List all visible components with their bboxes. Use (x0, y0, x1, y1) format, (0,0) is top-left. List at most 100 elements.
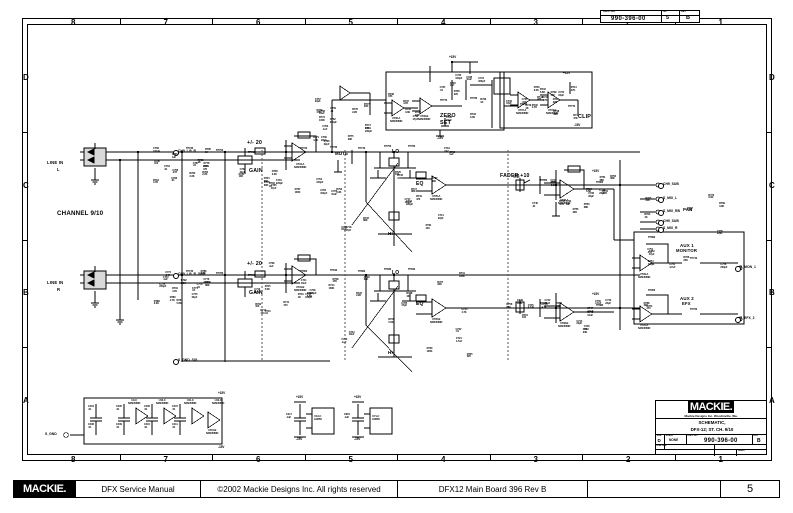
resistor-designator: R770 3.3K (708, 193, 715, 200)
resistor-designator: R721 100 (425, 224, 432, 231)
zone-tick (582, 18, 583, 24)
capacitor-designator: C776 47pF (203, 278, 210, 284)
capacitor-designator: C713.01 (264, 309, 271, 316)
zone-tick (767, 131, 772, 133)
section-label: ZERO (440, 113, 456, 119)
resistor-designator: R780 100 (154, 159, 160, 166)
capacitor-designator: C701 220pF (275, 179, 283, 186)
zone-tick (212, 18, 213, 24)
test-point-label: TP770 (440, 99, 448, 102)
section-label: LO (392, 270, 400, 276)
capacitor-designator: C764.01 (164, 165, 170, 171)
opamp-designator: U706-A NJM4580D (390, 117, 403, 123)
rail-device-designator: U13-C LM358 (314, 415, 322, 421)
capacitor-designator: C754 100pF (647, 260, 655, 266)
capacitor-designator: C774.047 (165, 271, 171, 278)
title-block: MACKIE. Mackie Designs Inc. Woodinville,… (655, 400, 767, 456)
section-label: AUX 2 (680, 296, 694, 301)
resistor-designator: R750 68K (583, 203, 590, 209)
bypass-buffer-designator: U11-C NJM4580D (184, 399, 197, 405)
zone-column-3: 3 (533, 455, 538, 464)
resistor-designator: R739 470 (550, 91, 557, 98)
capacitor-designator: C762 220pF (329, 118, 337, 124)
bypass-cap-designator: C406.01 (144, 405, 150, 411)
resistor-designator: R755 22K (572, 208, 579, 214)
resistor-designator: R736 1K (480, 97, 487, 104)
capacitor-designator: C730 100pF (455, 73, 463, 80)
mackie-tagline: Mackie Designs Inc. Woodinville, Wa. (684, 414, 738, 418)
resistor-designator: R756 68K (610, 174, 616, 181)
capacitor-designator: C733 47pF (506, 99, 512, 106)
net-label-right: CH9_SUB (663, 182, 679, 186)
zone-tick (119, 18, 121, 24)
capacitor-designator: C751.047 (647, 248, 654, 254)
resistor-designator: R754 4.7K (602, 189, 608, 196)
drawing-frame-inner (27, 24, 767, 455)
resistor-designator: R716 68K (363, 216, 369, 223)
test-point-label: TP890 (648, 236, 656, 239)
field-value-dwgno: 990-396-00 (704, 437, 738, 444)
net-connector-dot (658, 227, 664, 233)
resistor-designator: R741 470 (537, 95, 543, 102)
test-point-label: TP710 (248, 151, 256, 154)
capacitor-designator: C710 4.7uF (254, 288, 261, 294)
capacitor-designator: C714 22pF (437, 214, 444, 220)
zone-tick (489, 455, 491, 461)
zone-tick (397, 455, 398, 461)
resistor-designator: R791 4.7K (172, 287, 178, 293)
section-label: R (57, 287, 61, 292)
zone-tick (397, 18, 398, 24)
mackie-wordmark: MACKIE. (687, 401, 735, 413)
field-label-size: SIZE (656, 435, 662, 437)
rail-cap-designator: C417.1uF (286, 413, 292, 419)
capacitor-designator: C743 22pF (605, 298, 612, 305)
capacitor-designator: C708 220pF (309, 289, 317, 295)
section-label: GAIN (249, 168, 263, 174)
section-label: LO (392, 149, 400, 155)
test-point-label: TP870 (540, 302, 548, 305)
resistor-designator: R712 5.6K (306, 292, 313, 299)
resistor-designator: R740 4.7K (531, 103, 538, 110)
net-connector-dot (658, 210, 664, 216)
net-connector-dot (173, 150, 179, 156)
supply-rail-label: +15V (449, 55, 457, 59)
resistor-designator: R779 470 (203, 165, 209, 171)
test-point-label: TP770 (568, 105, 576, 108)
zone-column-5: 5 (348, 455, 353, 464)
capacitor-designator: C709.1uF (268, 262, 275, 268)
capacitor-designator: C749 22pF (517, 299, 523, 306)
test-point-label: TP750 (216, 149, 224, 152)
footer-manual: DFX Service Manual (76, 481, 201, 497)
zone-tick (22, 347, 27, 349)
resistor-designator: R742 5.6K (539, 88, 546, 94)
opamp-designator: U705-B NJM4580D (430, 318, 443, 324)
resistor-designator: R704 68K (263, 176, 270, 183)
title-line-2: DFX-12; ST. CH. 9/10 (690, 426, 734, 432)
section-label: +/- 20 (247, 140, 263, 146)
capacitor-designator: C721 4.7uF (455, 337, 463, 344)
zone-tick (212, 455, 213, 461)
net-label-right: CH9_SUB (663, 219, 679, 223)
section-label: HI (388, 231, 393, 236)
resistor-designator: R743 4.7K (542, 96, 549, 103)
resistor-designator: R720 100 (395, 170, 401, 177)
capacitor-designator: C735.047 (521, 98, 528, 105)
resistor-designator: R711 470 (283, 301, 290, 307)
zone-column-5: 5 (348, 18, 353, 27)
section-label: FADER +10 (500, 173, 530, 179)
resistor-designator: R724 4.7K (461, 308, 468, 315)
dwg-rev-value: B (686, 15, 690, 21)
resistor-designator: R792 3.3K (180, 279, 187, 285)
supply-rail-label: +15V (218, 391, 226, 395)
zone-tick (22, 239, 27, 241)
supply-rail-label: -15V (437, 136, 444, 140)
net-label-left: CH9_L/9_R_GND (178, 272, 206, 276)
capacitor-designator: C729 1uF (449, 81, 456, 88)
test-point-label: TP830 (384, 268, 392, 271)
resistor-designator: R775 33K (347, 135, 354, 142)
zone-row-B: B (23, 288, 29, 298)
resistor-designator: R738 47K (388, 92, 394, 99)
resistor-designator: R752 4.7K (559, 200, 565, 206)
test-point-label: TP720 (690, 308, 698, 311)
opamp-designator: U704-B NJM4580D (294, 286, 307, 292)
